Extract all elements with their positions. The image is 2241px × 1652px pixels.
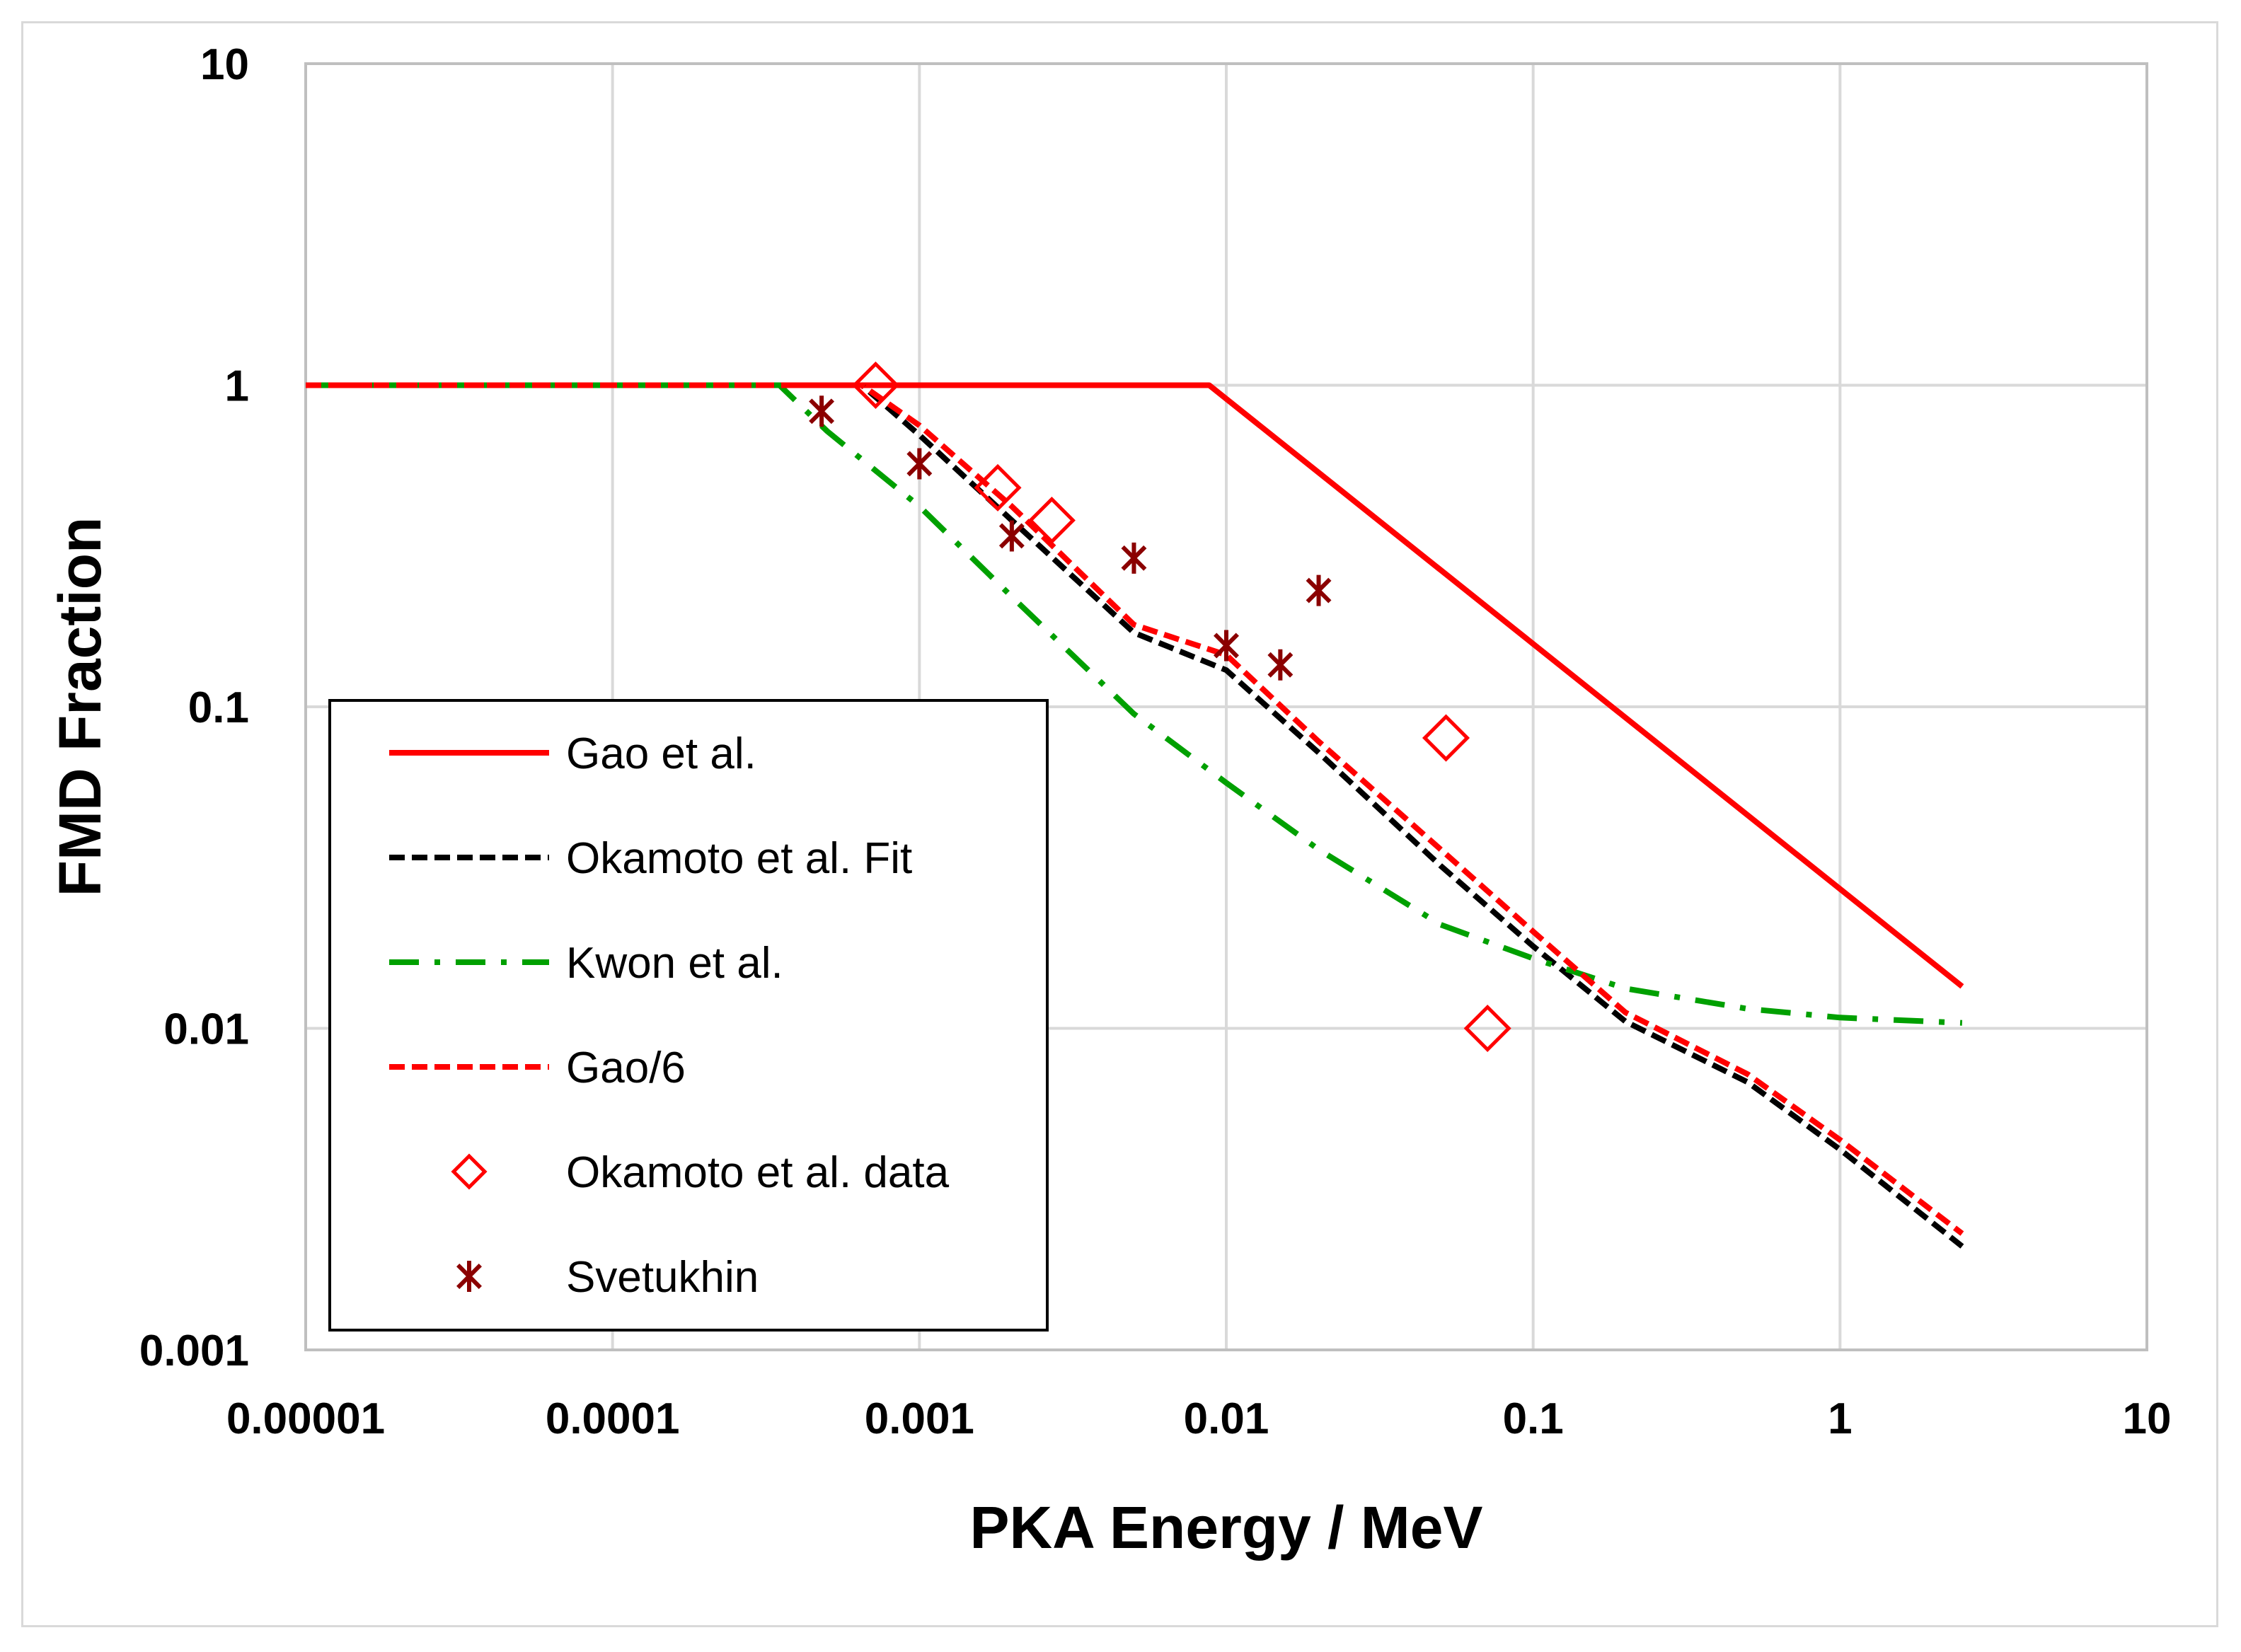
legend: Gao et al. Okamoto et al. Fit Kwon et al. G…	[328, 699, 1049, 1332]
x-tick-label: 0.001	[865, 1394, 974, 1443]
y-tick-labels: 0.001 0.01 0.1 1 10	[139, 40, 249, 1375]
x-axis-title: PKA Energy / MeV	[969, 1494, 1482, 1561]
y-tick-label: 1	[225, 362, 249, 411]
plot-area	[304, 62, 2148, 1351]
legend-item-svetukhin: Svetukhin	[456, 1253, 759, 1302]
series-line-kwon-et-al	[306, 382, 1963, 1026]
legend-item-gao-et-al: Gao et al.	[389, 729, 756, 778]
data-point-okamoto-et-al-data	[1422, 714, 1470, 762]
data-point-okamoto-et-al-data	[974, 463, 1022, 512]
data-point-svetukhin	[1121, 542, 1147, 574]
legend-swatch	[456, 1261, 482, 1292]
data-point-svetukhin	[906, 448, 933, 480]
y-tick-label: 0.001	[139, 1327, 249, 1375]
data-point-svetukhin	[1306, 574, 1332, 606]
markers-layer	[809, 361, 1511, 1053]
legend-label: Gao/6	[566, 1044, 686, 1092]
legend-label: Okamoto et al. Fit	[566, 834, 912, 883]
data-point-svetukhin	[809, 395, 835, 427]
data-point-okamoto-et-al-data	[851, 361, 899, 410]
x-tick-label: 0.1	[1503, 1394, 1564, 1443]
legend-label: Kwon et al.	[566, 939, 783, 988]
legend-label: Okamoto et al. data	[566, 1148, 950, 1197]
data-point-svetukhin	[998, 520, 1025, 552]
x-tick-label: 10	[2123, 1394, 2172, 1443]
x-tick-label: 0.0001	[546, 1394, 680, 1443]
data-point-okamoto-et-al-data	[1463, 1004, 1511, 1053]
data-point-svetukhin	[1267, 649, 1294, 681]
y-tick-label: 0.1	[188, 683, 249, 732]
x-tick-label: 1	[1828, 1394, 1852, 1443]
legend-items: Gao et al. Okamoto et al. Fit Kwon et al. G…	[389, 729, 950, 1302]
legend-item-okamoto-et-al-fit: Okamoto et al. Fit	[389, 834, 912, 883]
legend-label: Svetukhin	[566, 1253, 759, 1302]
y-axis-title: FMD Fraction	[47, 517, 113, 897]
y-tick-label: 0.01	[163, 1005, 249, 1054]
x-tick-label: 0.01	[1184, 1394, 1269, 1443]
legend-item-kwon-et-al: Kwon et al.	[389, 939, 783, 988]
x-tick-labels: 0.00001 0.0001 0.001 0.01 0.1 1 10	[226, 1394, 2172, 1443]
legend-item-okamoto-et-al-data: Okamoto et al. data	[451, 1148, 950, 1197]
legend-label: Gao et al.	[566, 729, 756, 778]
data-point-svetukhin	[1214, 630, 1239, 662]
series-line-okamoto-et-al-fit	[306, 382, 1964, 1249]
series-line-gao-6	[306, 382, 1964, 1236]
y-tick-label: 10	[200, 40, 249, 89]
x-tick-label: 0.00001	[226, 1394, 385, 1443]
series-layer	[306, 382, 1964, 1249]
legend-item-gao-6: Gao/6	[389, 1044, 686, 1092]
legend-box	[328, 699, 1049, 1332]
data-point-okamoto-et-al-data	[1027, 496, 1076, 545]
legend-swatch	[451, 1153, 488, 1190]
